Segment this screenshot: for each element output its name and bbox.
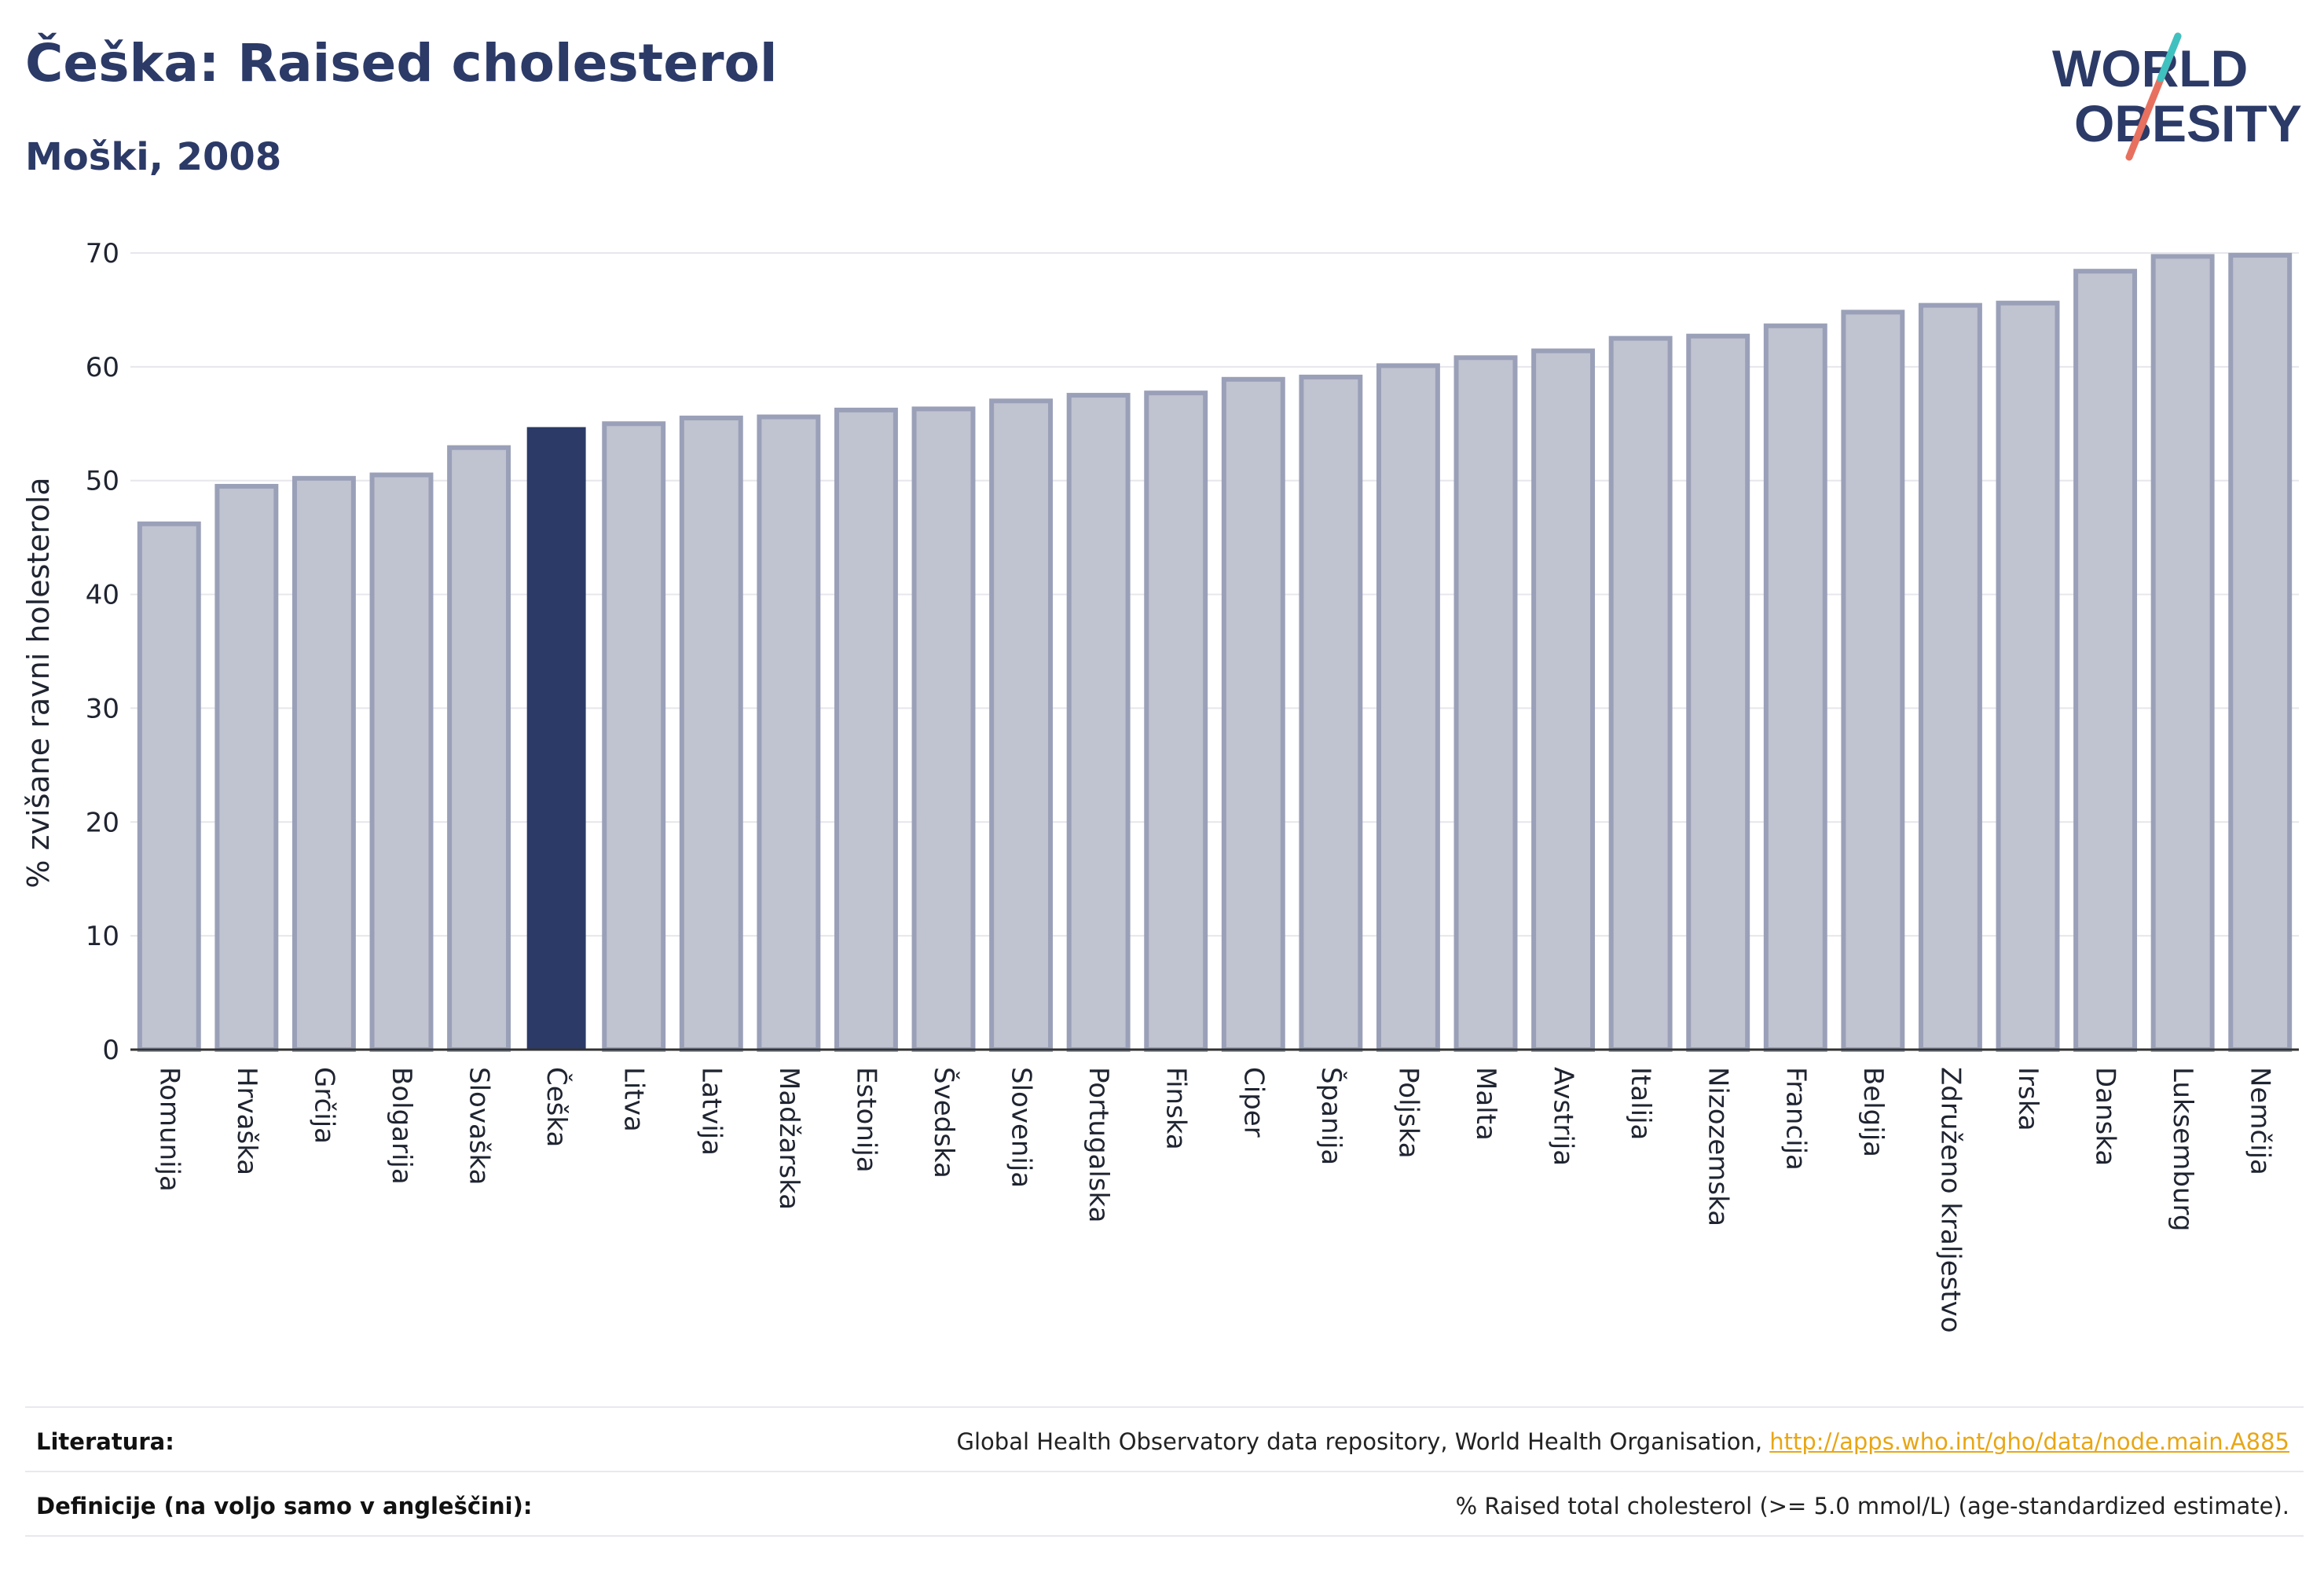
bar-romunija	[137, 521, 201, 1052]
x-tick-label: Ciper	[1237, 1067, 1269, 1138]
x-axis-ticks: Romunija Hrvaška Grčija Bolgarija Slovaška Če…	[153, 1067, 2275, 1333]
x-tick-label: Grčija	[308, 1067, 339, 1144]
x-tick-label: Litva	[618, 1067, 650, 1132]
x-tick-label: Avstrija	[1548, 1067, 1579, 1166]
bar-češka	[526, 427, 586, 1050]
sources-label: Literatura:	[36, 1428, 174, 1455]
y-axis-ticks: 0 10 20 30 40 50 60 70	[86, 238, 119, 1066]
bar-latvija	[679, 416, 743, 1052]
bar-francija	[1763, 323, 1827, 1052]
bar-grčija	[291, 475, 356, 1052]
logo-line1: WORLD	[2052, 39, 2248, 97]
y-tick-label: 50	[86, 466, 119, 497]
bar-bolgarija	[369, 472, 434, 1052]
bar-estonija	[834, 407, 898, 1052]
bar-švedska	[911, 406, 976, 1052]
world-obesity-logo: WORLD OBESITY	[2052, 32, 2302, 161]
bar-irska	[1996, 300, 2060, 1053]
y-tick-label: 30	[86, 693, 119, 724]
x-tick-label: Romunija	[153, 1067, 185, 1192]
bar-danska	[2073, 269, 2138, 1053]
y-tick-label: 70	[86, 238, 119, 269]
x-tick-label: Danska	[2090, 1067, 2121, 1166]
chart-subtitle: Moški, 2008	[25, 135, 282, 179]
x-tick-label: Nemčija	[2245, 1067, 2276, 1175]
bar-litva	[602, 421, 666, 1052]
y-tick-label: 40	[86, 580, 119, 611]
bar-združeno-kraljestvo	[1918, 302, 1982, 1052]
definitions-label: Definicije (na voljo samo v angleščini):	[36, 1493, 533, 1519]
x-tick-label: Madžarska	[773, 1067, 805, 1210]
bar-malta	[1453, 355, 1518, 1053]
x-tick-label: Španija	[1315, 1067, 1347, 1165]
y-tick-label: 60	[86, 352, 119, 383]
sources-link[interactable]: http://apps.who.int/gho/data/node.main.A…	[1769, 1428, 2289, 1455]
x-tick-label: Francija	[1780, 1067, 1811, 1171]
bar-portugalska	[1066, 393, 1131, 1053]
x-tick-label: Portugalska	[1083, 1067, 1114, 1222]
x-tick-label: Slovaška	[464, 1067, 495, 1185]
x-tick-label: Švedska	[928, 1067, 960, 1178]
bar-hrvaška	[214, 483, 279, 1052]
bar-italija	[1608, 335, 1673, 1052]
sources-text: Global Health Observatory data repositor…	[957, 1428, 2289, 1455]
y-tick-label: 0	[102, 1035, 119, 1066]
bar-nemčija	[2228, 252, 2293, 1052]
x-tick-label: Estonija	[850, 1067, 882, 1173]
bar-luksemburg	[2150, 254, 2215, 1052]
x-tick-label: Irska	[2012, 1067, 2044, 1131]
y-tick-label: 10	[86, 921, 119, 952]
sources-citation: Global Health Observatory data repositor…	[956, 1428, 1770, 1455]
bar-nizozemska	[1686, 333, 1750, 1052]
bar-finska	[1144, 390, 1208, 1053]
bar-ciper	[1221, 376, 1285, 1052]
bar-slovaška	[447, 445, 511, 1052]
y-tick-label: 20	[86, 807, 119, 838]
x-tick-label: Poljska	[1392, 1067, 1424, 1159]
x-tick-label: Bolgarija	[386, 1067, 417, 1185]
x-tick-label: Nizozemska	[1703, 1067, 1734, 1226]
bars	[137, 252, 2293, 1053]
logo-slash-teal	[2157, 32, 2182, 82]
y-axis-label: % zvišane ravni holesterola	[21, 477, 56, 888]
bar-avstrija	[1531, 348, 1596, 1052]
x-tick-label: Malta	[1470, 1067, 1501, 1141]
x-tick-label: Hrvaška	[231, 1067, 262, 1175]
x-tick-label: Slovenija	[1006, 1067, 1037, 1188]
x-tick-label: Luksemburg	[2167, 1067, 2198, 1231]
x-tick-label: Združeno kraljestvo	[1934, 1067, 1966, 1333]
x-tick-label: Latvija	[695, 1067, 727, 1156]
footer-divider-top	[25, 1406, 2304, 1408]
bar-belgija	[1841, 310, 1905, 1052]
bar-madžarska	[757, 414, 821, 1052]
x-tick-label: Italija	[1625, 1067, 1656, 1140]
footer-divider-bottom	[25, 1535, 2304, 1537]
definitions-text: % Raised total cholesterol (>= 5.0 mmol/…	[1455, 1493, 2289, 1519]
bar-slovenija	[989, 398, 1054, 1053]
x-tick-label: Belgija	[1857, 1067, 1889, 1157]
bar-poljska	[1376, 363, 1440, 1052]
x-tick-label: Finska	[1160, 1067, 1192, 1150]
logo-line2: OBESITY	[2074, 94, 2302, 152]
footer-divider-middle	[25, 1471, 2304, 1472]
x-tick-label: Češka	[541, 1067, 573, 1147]
bar-španija	[1299, 374, 1363, 1052]
chart-title: Češka: Raised cholesterol	[25, 33, 778, 93]
